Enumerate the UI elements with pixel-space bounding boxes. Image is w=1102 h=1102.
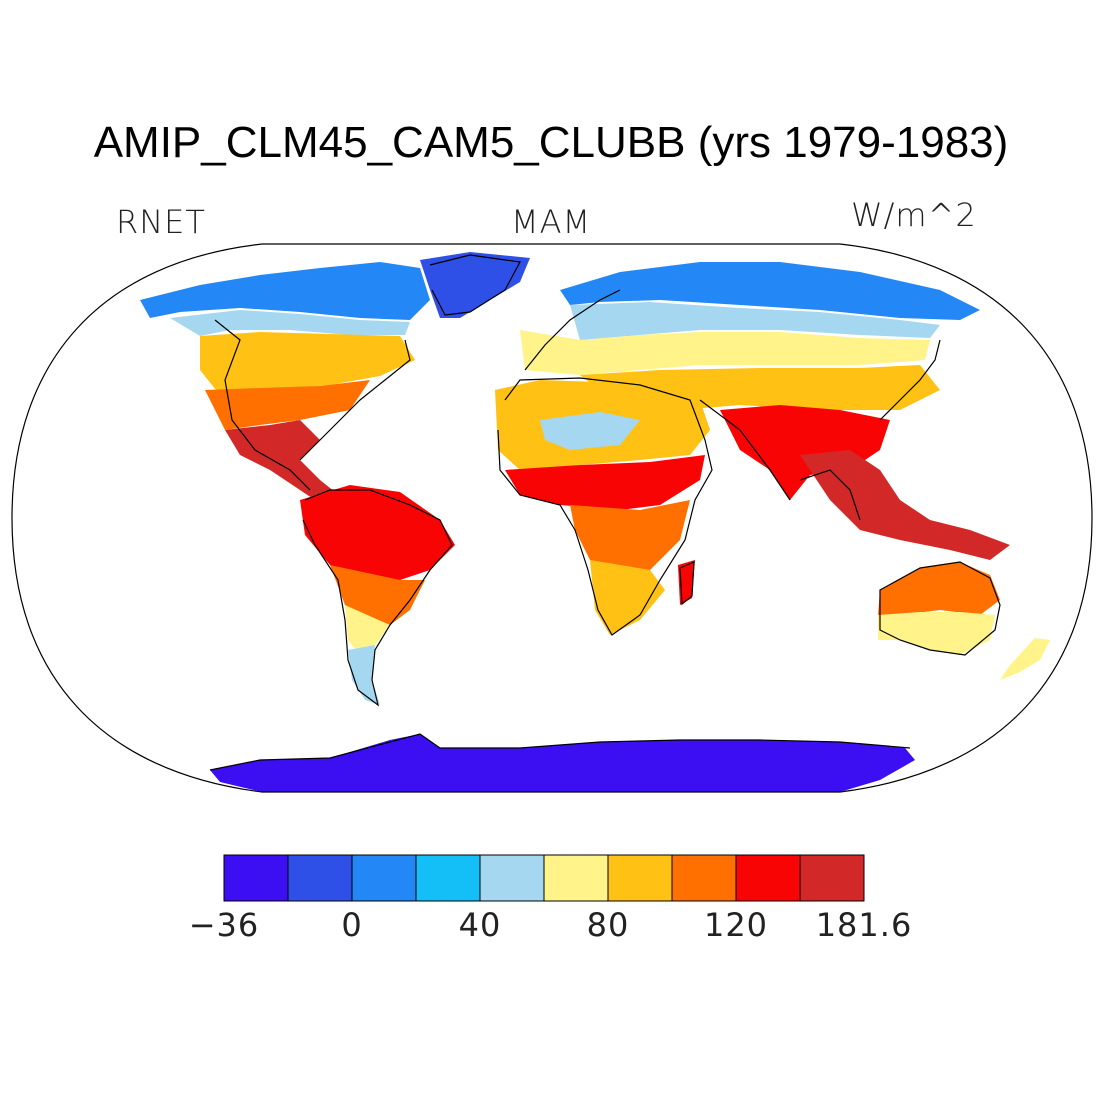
- colorbar-tick-label: 40: [458, 906, 502, 944]
- eurasia-coastline: [524, 289, 941, 521]
- colorbar-swatch-2: [351, 854, 417, 902]
- australia-north-region: [878, 562, 1000, 615]
- south-america-coastline: [302, 489, 453, 707]
- southeast-asia-region: [800, 450, 1010, 560]
- north-america-south-region: [205, 380, 370, 430]
- australia-coastline: [879, 561, 1001, 656]
- season-label: MAM: [511, 203, 592, 241]
- colorbar-tick-label: 120: [703, 906, 769, 944]
- colorbar-tick-label: 0: [341, 906, 363, 944]
- colorbar-swatch-4: [479, 854, 545, 902]
- north-america-arctic-region: [140, 262, 430, 320]
- units-label: W/m^2: [851, 196, 977, 234]
- land-fill-layer: [140, 252, 1050, 792]
- north-america-coastline: [214, 319, 411, 491]
- colorbar-swatch-8: [735, 854, 801, 902]
- coastline-layer: [209, 254, 1001, 771]
- sahara-region: [540, 412, 640, 450]
- patagonia-region: [348, 645, 380, 705]
- europe-region: [520, 330, 930, 375]
- sahel-region: [505, 455, 705, 510]
- southern-africa-region: [590, 560, 665, 635]
- siberia-subarctic-region: [570, 302, 940, 340]
- south-america-south-region: [345, 605, 390, 655]
- globe-outline: [11, 243, 1093, 793]
- north-america-temperate-region: [200, 332, 415, 395]
- central-africa-region: [570, 500, 690, 575]
- central-america-region: [225, 420, 345, 510]
- africa-coastline: [497, 377, 713, 636]
- colorbar-tick-label: 80: [586, 906, 630, 944]
- madagascar-coastline: [679, 561, 695, 606]
- antarctica-region: [210, 734, 915, 792]
- madagascar-region: [678, 560, 695, 605]
- greenland-coastline: [429, 254, 521, 316]
- colorbar-swatch-9: [799, 854, 865, 902]
- australia-south-region: [878, 612, 995, 655]
- south-america-north-region: [300, 485, 455, 585]
- colorbar-swatch-5: [543, 854, 609, 902]
- colorbar-swatch-3: [415, 854, 481, 902]
- colorbar: [223, 854, 865, 902]
- south-asia-region: [720, 405, 890, 500]
- north-america-subarctic-region: [170, 310, 410, 336]
- colorbar-swatch-7: [671, 854, 737, 902]
- antarctica-coastline: [209, 733, 911, 771]
- colorbar-swatch-0: [223, 854, 289, 902]
- new-zealand-region: [1000, 638, 1050, 680]
- chart-title: AMIP_CLM45_CAM5_CLUBB (yrs 1979-1983): [93, 118, 1009, 167]
- colorbar-swatch-6: [607, 854, 673, 902]
- variable-label: RNET: [116, 203, 206, 241]
- colorbar-tick-label: 181.6: [815, 906, 913, 944]
- eurasia-arctic-region: [560, 262, 980, 320]
- colorbar-swatch-1: [287, 854, 353, 902]
- colorbar-tick-label: −36: [188, 906, 260, 944]
- greenland-region: [420, 252, 530, 318]
